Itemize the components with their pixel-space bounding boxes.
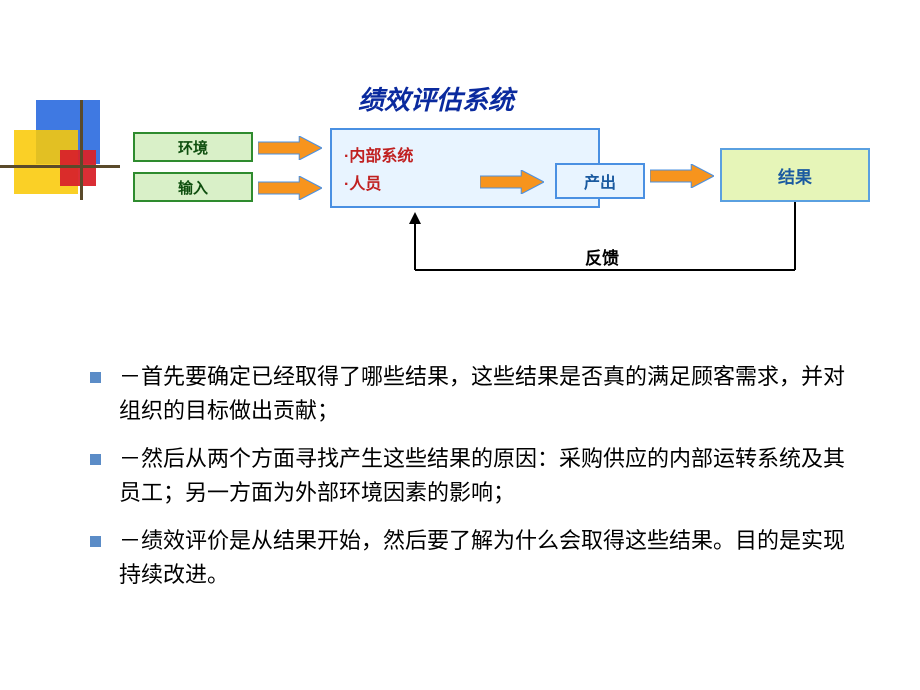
flow-box-system-items: ·内部系统 ·人员 [344,136,413,200]
list-item: －绩效评价是从结果开始，然后要了解为什么会取得这些结果。目的是实现持续改进。 [90,524,850,592]
system-item: ·人员 [344,170,413,194]
system-item: ·内部系统 [344,142,413,166]
bullet-icon [90,372,101,383]
bullet-icon [90,454,101,465]
flow-arrow-2 [258,176,322,200]
flowchart: 环境 输入 ·内部系统 ·人员 产出 结果 反馈 [0,120,920,290]
flow-arrow-4 [650,164,714,188]
bullet-text: －然后从两个方面寻找产生这些结果的原因：采购供应的内部运转系统及其员工；另一方面… [119,442,850,510]
list-item: －然后从两个方面寻找产生这些结果的原因：采购供应的内部运转系统及其员工；另一方面… [90,442,850,510]
bullet-text: －绩效评价是从结果开始，然后要了解为什么会取得这些结果。目的是实现持续改进。 [119,524,850,592]
bullet-list: －首先要确定已经取得了哪些结果，这些结果是否真的满足顾客需求，并对组织的目标做出… [90,360,850,607]
bullet-icon [90,536,101,547]
flow-arrow-1 [258,136,322,160]
flow-box-output: 产出 [555,163,645,199]
flow-box-input: 输入 [133,172,253,202]
flow-box-result: 结果 [720,148,870,202]
flow-box-environment: 环境 [133,132,253,162]
flow-box-label: 环境 [178,137,208,158]
flow-box-label: 产出 [584,169,616,193]
flow-arrow-3 [480,170,544,194]
flow-box-label: 结果 [778,163,812,188]
page-title: 绩效评估系统 [358,80,514,117]
list-item: －首先要确定已经取得了哪些结果，这些结果是否真的满足顾客需求，并对组织的目标做出… [90,360,850,428]
feedback-label: 反馈 [585,244,619,269]
flow-box-label: 输入 [178,177,208,198]
slide: 绩效评估系统 环境 输入 ·内部系统 ·人员 产出 结果 反馈 －首先要确定已经… [0,0,920,690]
bullet-text: －首先要确定已经取得了哪些结果，这些结果是否真的满足顾客需求，并对组织的目标做出… [119,360,850,428]
